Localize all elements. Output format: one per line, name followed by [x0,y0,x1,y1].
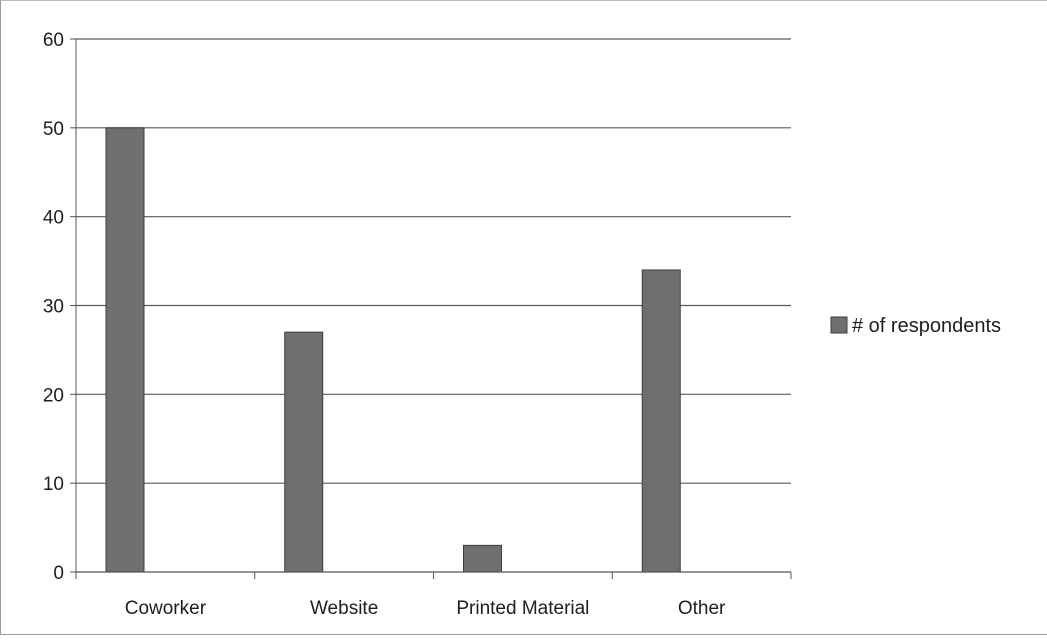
y-tick-label: 20 [43,385,64,406]
y-tick-label: 40 [43,208,64,229]
x-tick-label: Website [310,598,378,619]
bar-website [284,331,324,573]
y-tick-label: 30 [43,297,64,318]
axes [70,38,792,579]
y-tick-label: 50 [43,119,64,140]
x-tick-label: Other [678,598,726,619]
y-axis-tick-labels: 0 10 20 30 40 50 60 [43,30,64,584]
bar-coworker [105,127,145,573]
bar-other [641,269,681,573]
y-tick-label: 10 [43,474,64,495]
bar-printed-material [463,544,502,573]
legend-swatch [830,316,848,334]
legend: # of respondents [830,315,1001,337]
gridlines [76,38,791,484]
bars [105,127,681,573]
x-axis-tick-labels: Coworker Website Printed Material Other [125,598,726,619]
x-tick-label: Coworker [125,598,207,619]
y-tick-label: 60 [43,30,64,51]
legend-label: # of respondents [852,315,1001,337]
x-tick-label: Printed Material [456,598,589,619]
y-tick-label: 0 [53,563,64,584]
